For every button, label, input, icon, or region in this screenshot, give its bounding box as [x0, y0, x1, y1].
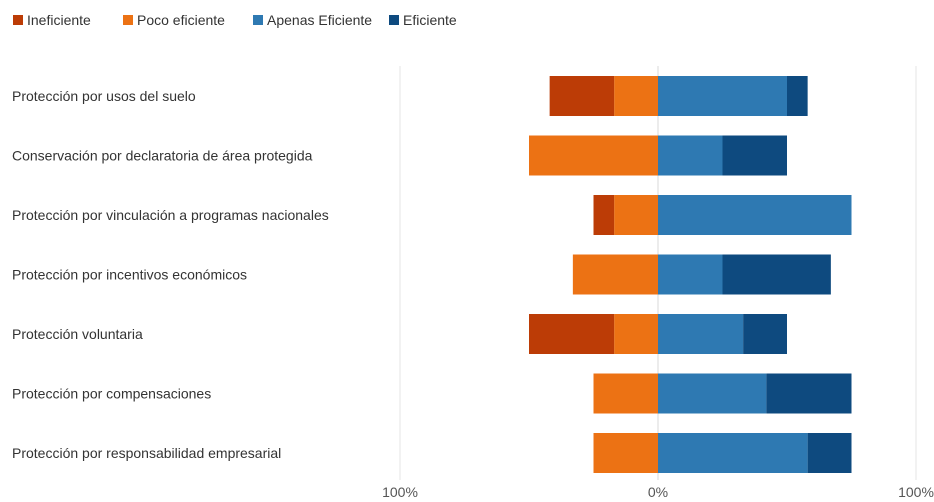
- bar-ineficiente[interactable]: [593, 195, 615, 235]
- bar-eficiente[interactable]: [807, 433, 852, 473]
- category-label: Conservación por declaratoria de área pr…: [12, 148, 313, 164]
- bar-poco-eficiente[interactable]: [529, 135, 658, 176]
- bar-eficiente[interactable]: [787, 76, 808, 116]
- tick-label-zero: 0%: [648, 484, 668, 500]
- bar-apenas-eficiente[interactable]: [658, 195, 852, 235]
- bar-poco-eficiente[interactable]: [614, 76, 658, 116]
- bar-eficiente[interactable]: [722, 135, 788, 176]
- bar-apenas-eficiente[interactable]: [658, 254, 723, 295]
- legend-label-eficiente: Eficiente: [403, 12, 457, 28]
- axis: 100% 0% 100%: [382, 66, 934, 500]
- category-label: Protección voluntaria: [12, 326, 143, 342]
- bar-apenas-eficiente[interactable]: [658, 433, 808, 473]
- category-label: Protección por compensaciones: [12, 386, 211, 402]
- bar-poco-eficiente[interactable]: [593, 373, 659, 414]
- tick-label-left: 100%: [382, 484, 418, 500]
- legend-swatch-apenas-eficiente: [253, 15, 263, 25]
- bar-apenas-eficiente[interactable]: [658, 135, 723, 176]
- legend-swatch-ineficiente: [13, 15, 23, 25]
- bar-eficiente[interactable]: [722, 254, 831, 295]
- category-label: Protección por responsabilidad empresari…: [12, 445, 281, 461]
- legend-label-apenas-eficiente: Apenas Eficiente: [267, 12, 372, 28]
- legend: Ineficiente Poco eficiente Apenas Eficient…: [13, 12, 457, 28]
- bar-poco-eficiente[interactable]: [614, 314, 658, 354]
- legend-swatch-eficiente: [389, 15, 399, 25]
- bar-poco-eficiente[interactable]: [614, 195, 658, 235]
- bar-apenas-eficiente[interactable]: [658, 76, 787, 116]
- category-labels: Protección por usos del suelo Conservació…: [12, 88, 329, 461]
- bar-eficiente[interactable]: [743, 314, 787, 354]
- legend-label-poco-eficiente: Poco eficiente: [137, 12, 225, 28]
- bar-eficiente[interactable]: [766, 373, 852, 414]
- bar-poco-eficiente[interactable]: [593, 433, 659, 473]
- bar-apenas-eficiente[interactable]: [658, 314, 744, 354]
- bar-poco-eficiente[interactable]: [572, 254, 658, 295]
- bar-ineficiente[interactable]: [549, 76, 615, 116]
- tick-label-right: 100%: [898, 484, 934, 500]
- bar-ineficiente[interactable]: [529, 314, 615, 354]
- legend-swatch-poco-eficiente: [123, 15, 133, 25]
- bars: [529, 76, 852, 473]
- bar-apenas-eficiente[interactable]: [658, 373, 767, 414]
- category-label: Protección por usos del suelo: [12, 88, 196, 104]
- legend-label-ineficiente: Ineficiente: [27, 12, 91, 28]
- category-label: Protección por vinculación a programas n…: [12, 207, 329, 223]
- category-label: Protección por incentivos económicos: [12, 267, 247, 283]
